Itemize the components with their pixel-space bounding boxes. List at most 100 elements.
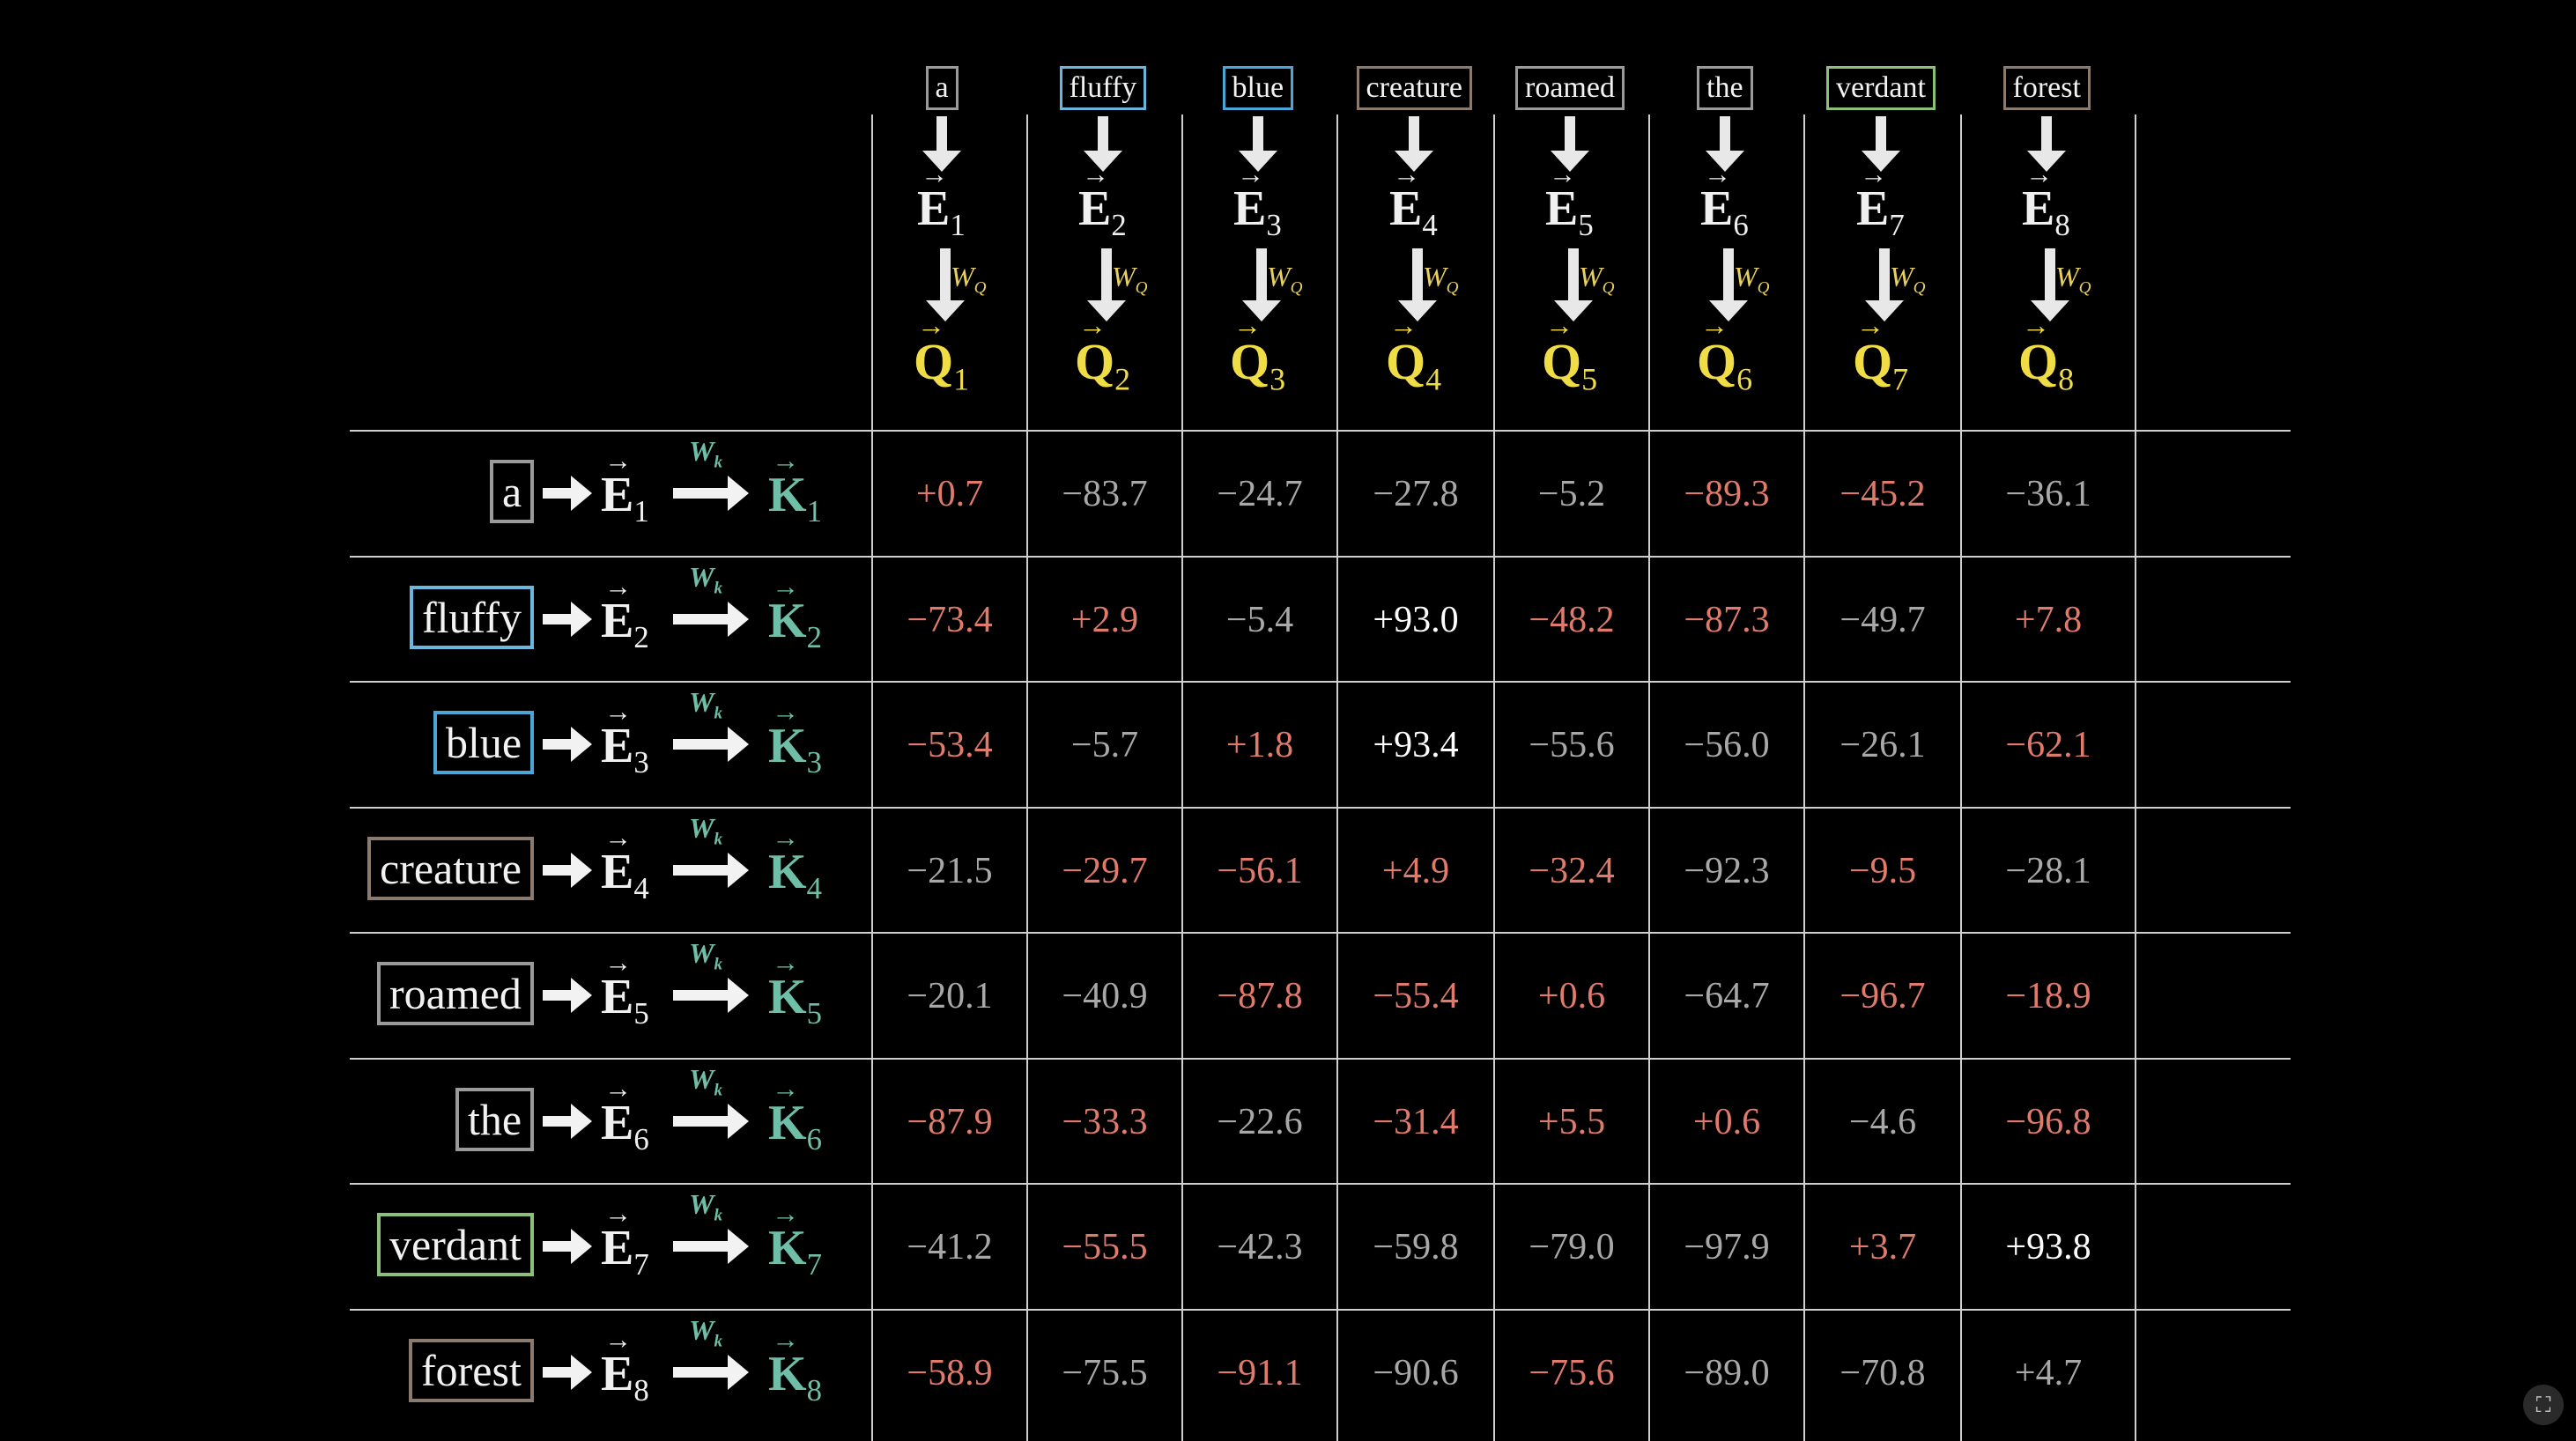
vector-index: 2 bbox=[1114, 361, 1131, 397]
query-vector-Q1: → Q1 bbox=[914, 309, 969, 398]
down-arrow-icon bbox=[926, 248, 965, 321]
weight-sub: Q bbox=[2078, 278, 2091, 298]
table-cell: +93.8 bbox=[2005, 1227, 2091, 1267]
table-cell: −40.9 bbox=[1062, 976, 1148, 1016]
vector-letter: E bbox=[1233, 181, 1267, 236]
vector-index: 1 bbox=[633, 494, 649, 529]
weight-sub: Q bbox=[1135, 278, 1148, 298]
vector-letter: E bbox=[601, 594, 634, 648]
table-cell: −42.3 bbox=[1217, 1227, 1303, 1267]
vector-index: 5 bbox=[806, 996, 822, 1031]
vector-letter: K bbox=[768, 468, 807, 522]
vector-letter: E bbox=[601, 970, 634, 1024]
vector-arrow-mark: → bbox=[604, 1198, 632, 1229]
vector-letter: Q bbox=[1542, 333, 1582, 390]
vector-letter: E bbox=[601, 1221, 634, 1275]
row-token-the: the bbox=[455, 1088, 535, 1151]
vector-letter: Q bbox=[2018, 333, 2059, 390]
vector-index: 3 bbox=[1269, 361, 1286, 397]
embedding-vector-E5: → E5 bbox=[601, 947, 649, 1031]
table-cell: −21.5 bbox=[907, 851, 993, 891]
table-cell: −92.3 bbox=[1684, 851, 1770, 891]
table-cell: −53.4 bbox=[907, 725, 993, 765]
weight-sub: k bbox=[714, 955, 723, 974]
table-cell: +2.9 bbox=[1070, 600, 1139, 640]
table-cell: +5.5 bbox=[1537, 1102, 1606, 1142]
screenshot-icon[interactable]: ⛶ bbox=[2523, 1385, 2564, 1425]
vector-letter: Q bbox=[1386, 333, 1426, 390]
vector-letter: E bbox=[2022, 181, 2055, 236]
weight-sub: k bbox=[714, 1332, 723, 1351]
right-arrow-icon bbox=[543, 727, 592, 762]
query-vector-Q5: → Q5 bbox=[1542, 309, 1598, 398]
query-weight-label: WQ bbox=[1579, 261, 1615, 298]
weight-sub: k bbox=[714, 830, 723, 849]
table-cell: −75.5 bbox=[1062, 1353, 1148, 1393]
table-cell: −83.7 bbox=[1062, 474, 1148, 514]
vector-index: 2 bbox=[633, 620, 649, 655]
vector-arrow-mark: → bbox=[604, 822, 632, 853]
down-arrow-icon bbox=[2031, 248, 2069, 321]
vector-letter: E bbox=[1856, 181, 1890, 236]
vector-letter: K bbox=[768, 719, 807, 773]
right-arrow-icon bbox=[673, 602, 749, 637]
embedding-vector-E3: → E3 bbox=[1233, 159, 1282, 243]
embedding-vector-E6: → E6 bbox=[601, 1073, 649, 1157]
query-weight-label: WQ bbox=[1267, 261, 1303, 298]
down-arrow-icon bbox=[1398, 248, 1437, 321]
query-vector-Q3: → Q3 bbox=[1230, 309, 1286, 398]
embedding-vector-E2: → E2 bbox=[1078, 159, 1127, 243]
right-arrow-icon bbox=[543, 476, 592, 511]
vector-index: 4 bbox=[1422, 208, 1438, 243]
vector-arrow-mark: → bbox=[1078, 309, 1107, 341]
vector-letter: E bbox=[601, 468, 634, 522]
vector-letter: Q bbox=[1230, 333, 1270, 390]
key-vector-K3: → K3 bbox=[768, 696, 822, 780]
table-cell: −55.5 bbox=[1062, 1227, 1148, 1267]
table-cell: −89.0 bbox=[1684, 1353, 1770, 1393]
weight-base: W bbox=[689, 435, 714, 467]
embedding-vector-E7: → E7 bbox=[601, 1198, 649, 1282]
vector-index: 3 bbox=[1266, 208, 1282, 243]
vector-index: 5 bbox=[1578, 208, 1594, 243]
row-token-forest: forest bbox=[409, 1339, 534, 1402]
down-arrow-icon bbox=[1706, 116, 1744, 172]
table-cell: +93.0 bbox=[1373, 600, 1459, 640]
table-cell: −62.1 bbox=[2005, 725, 2091, 765]
vector-arrow-mark: → bbox=[604, 445, 632, 476]
vector-index: 6 bbox=[1736, 361, 1753, 397]
row-token-a: a bbox=[490, 460, 535, 523]
query-vector-Q7: → Q7 bbox=[1853, 309, 1908, 398]
weight-base: W bbox=[689, 812, 714, 844]
right-arrow-icon bbox=[673, 476, 749, 511]
table-cell: −97.9 bbox=[1684, 1227, 1770, 1267]
table-cell: −45.2 bbox=[1839, 474, 1926, 514]
vector-arrow-mark: → bbox=[772, 822, 799, 853]
vector-letter: K bbox=[768, 1096, 807, 1150]
vector-arrow-mark: → bbox=[1393, 159, 1420, 189]
vector-letter: E bbox=[601, 719, 634, 773]
vector-letter: K bbox=[768, 845, 807, 899]
vector-index: 4 bbox=[806, 871, 822, 906]
table-cell: −32.4 bbox=[1529, 851, 1615, 891]
vector-arrow-mark: → bbox=[772, 947, 799, 978]
weight-sub: k bbox=[714, 453, 723, 472]
row-token-creature: creature bbox=[367, 837, 534, 900]
table-cell: +4.9 bbox=[1381, 851, 1450, 891]
weight-sub: Q bbox=[1913, 278, 1926, 298]
table-cell: −75.6 bbox=[1529, 1353, 1615, 1393]
table-cell: −27.8 bbox=[1373, 474, 1459, 514]
right-arrow-icon bbox=[673, 1104, 749, 1139]
table-cell: −24.7 bbox=[1217, 474, 1303, 514]
weight-base: W bbox=[689, 1314, 714, 1346]
table-cell: −56.0 bbox=[1684, 725, 1770, 765]
vector-index: 5 bbox=[1581, 361, 1598, 397]
right-arrow-icon bbox=[543, 978, 592, 1013]
vector-letter: K bbox=[768, 970, 807, 1024]
query-vector-Q4: → Q4 bbox=[1386, 309, 1441, 398]
right-arrow-icon bbox=[543, 1104, 592, 1139]
table-cell: −41.2 bbox=[907, 1227, 993, 1267]
vector-arrow-mark: → bbox=[772, 1073, 799, 1104]
key-vector-K5: → K5 bbox=[768, 947, 822, 1031]
